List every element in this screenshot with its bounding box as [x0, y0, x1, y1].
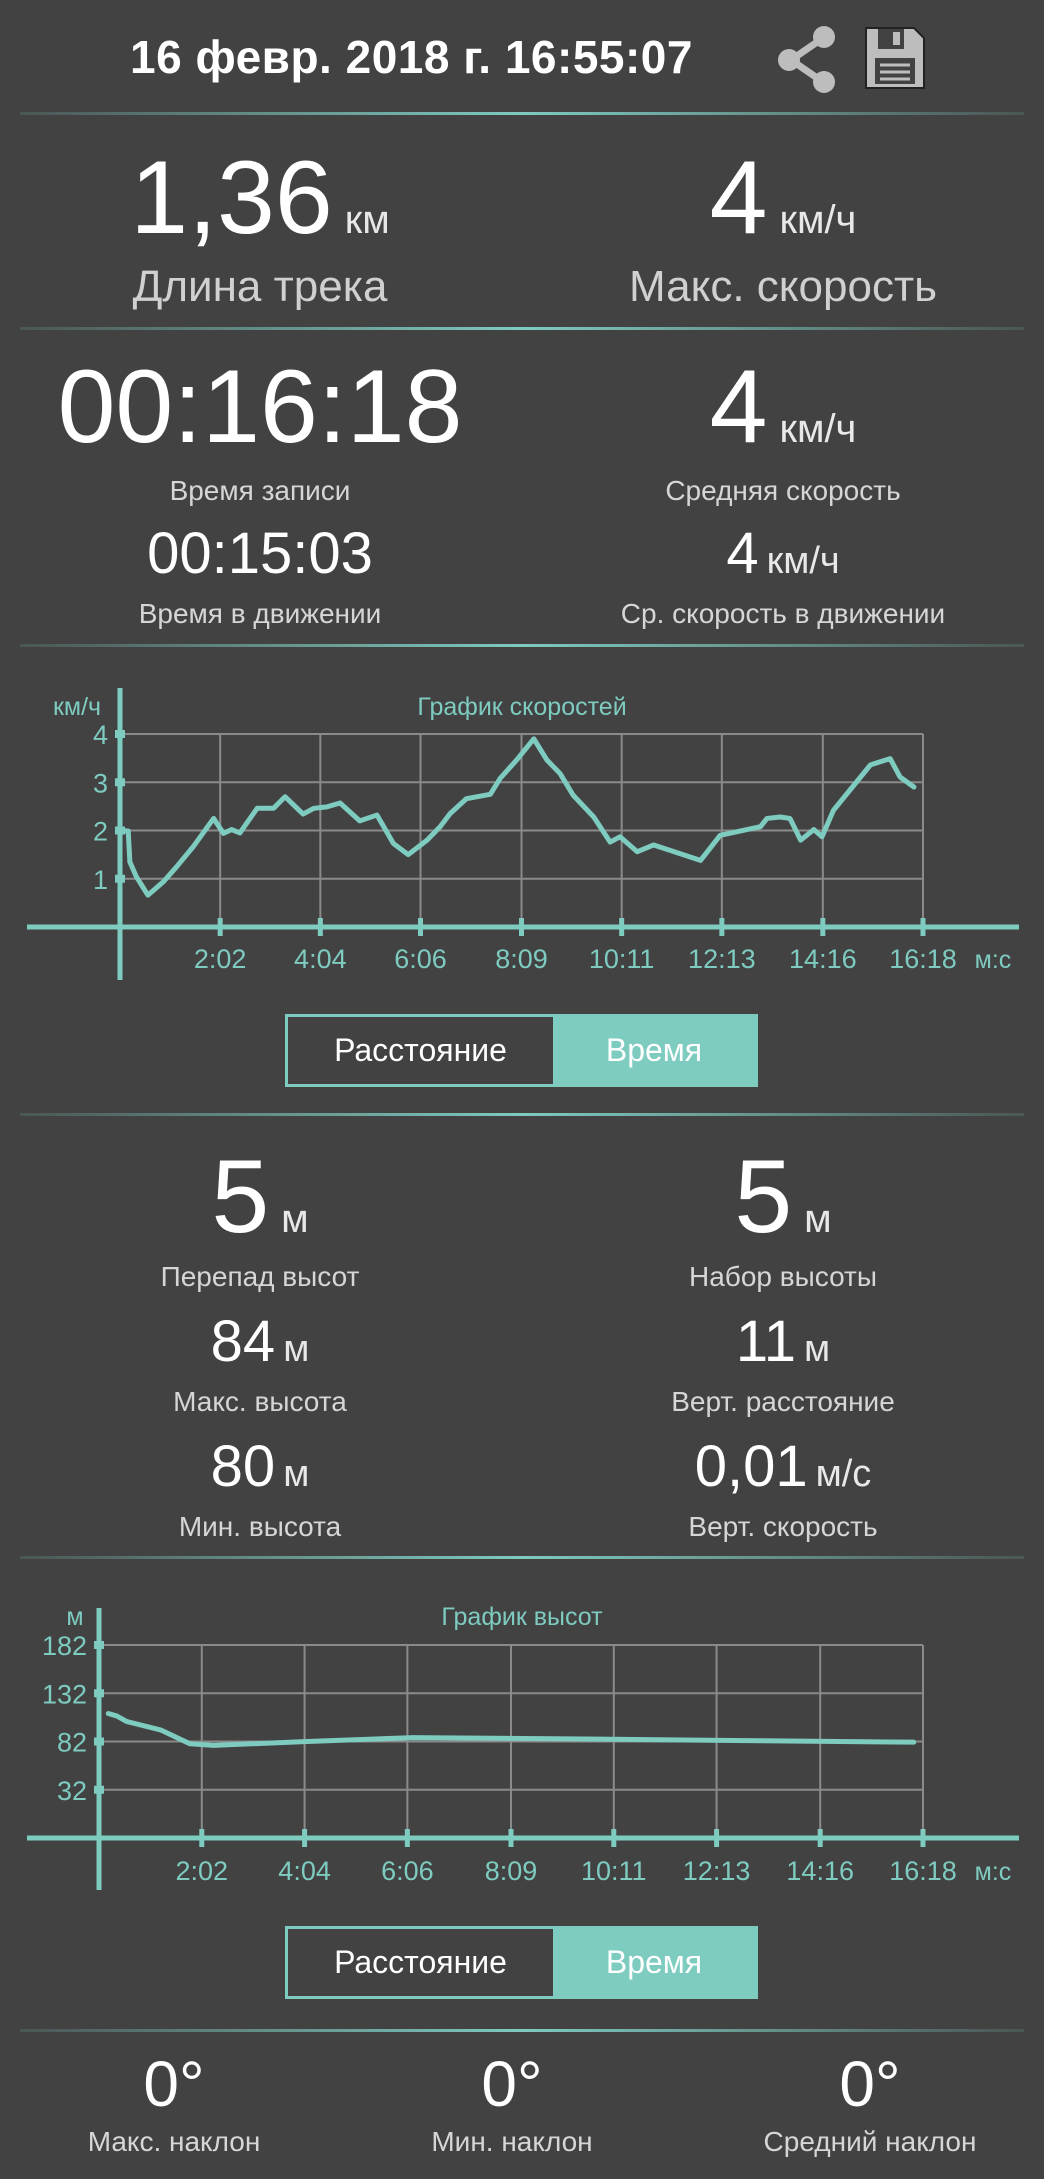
toggle-distance-button[interactable]: Расстояние — [288, 1929, 553, 1996]
data-line — [119, 736, 917, 898]
x-tick-label: 8:09 — [495, 944, 548, 974]
slope-min: 0° — [481, 2048, 543, 2120]
moving-time-label: Время в движении — [138, 598, 382, 629]
x-tick-label: 6:06 — [394, 944, 447, 974]
page-title: 16 февр. 2018 г. 16:55:07 — [130, 31, 693, 83]
divider — [20, 1113, 1024, 1116]
y-tick-label: 1 — [93, 865, 108, 895]
toggle-distance-button[interactable]: Расстояние — [288, 1017, 553, 1084]
altitude-max: 84 м — [210, 1309, 310, 1374]
x-tick-label: 16:18 — [889, 1856, 957, 1886]
altitude-gain-label: Набор высоты — [689, 1261, 877, 1292]
divider — [20, 2029, 1024, 2032]
slope-avg: 0° — [839, 2048, 901, 2120]
y-tick-label: 182 — [42, 1631, 87, 1661]
divider — [20, 112, 1024, 115]
vert-speed: 0,01 м/с — [694, 1434, 872, 1499]
toggle-time-button[interactable]: Время — [605, 1032, 703, 1068]
y-tick-label: 2 — [93, 817, 108, 847]
record-time-label: Время записи — [169, 475, 351, 506]
y-tick-label: 82 — [57, 1728, 87, 1758]
max-speed: 4 км/ч — [709, 140, 857, 256]
floppy-disk-icon — [865, 27, 925, 89]
altitude-max-label: Макс. высота — [173, 1386, 347, 1417]
x-tick-label: 8:09 — [485, 1856, 538, 1886]
x-tick-label: 12:13 — [683, 1856, 751, 1886]
speed-chart-axis-toggle: Расстояние Время — [285, 1014, 758, 1087]
y-tick-label: 32 — [57, 1776, 87, 1806]
record-time: 00:16:18 — [57, 349, 463, 465]
x-tick-label: 10:11 — [589, 944, 655, 974]
x-tick-label: 16:18 — [889, 944, 957, 974]
track-distance-label: Длина трека — [132, 262, 388, 311]
speed-chart: 1 2 3 4 2:02 4:04 6:06 8:09 10:11 12:13 14:16 16:18… — [27, 688, 1019, 980]
y-tick-label: 3 — [93, 768, 108, 798]
share-button[interactable] — [775, 24, 839, 94]
slope-min-label: Мин. наклон — [431, 2126, 593, 2157]
x-tick-label: 12:13 — [688, 944, 756, 974]
x-tick-label: 2:02 — [194, 944, 247, 974]
share-icon — [778, 26, 835, 93]
slope-max: 0° — [143, 2048, 205, 2120]
x-tick-label: 6:06 — [381, 1856, 434, 1886]
x-tick-label: 4:04 — [278, 1856, 331, 1886]
x-tick-label: 14:16 — [789, 944, 857, 974]
divider — [20, 327, 1024, 330]
x-tick-label: 4:04 — [294, 944, 347, 974]
chart-title: График высот — [441, 1603, 603, 1631]
y-tick-label: 132 — [42, 1679, 87, 1709]
slope-max-label: Макс. наклон — [87, 2126, 261, 2157]
y-axis-unit: м — [66, 1603, 83, 1631]
toggle-time-button[interactable]: Время — [605, 1944, 703, 1980]
divider — [20, 644, 1024, 647]
vert-speed-label: Верт. скорость — [688, 1511, 878, 1542]
x-tick-label: 14:16 — [786, 1856, 854, 1886]
x-axis-unit: м:с — [975, 1858, 1012, 1886]
chart-title: График скоростей — [417, 693, 626, 721]
avg-speed-label: Средняя скорость — [665, 475, 901, 506]
x-tick-label: 2:02 — [176, 1856, 229, 1886]
y-axis-unit: км/ч — [53, 693, 101, 721]
avg-moving-speed-label: Ср. скорость в движении — [620, 598, 946, 629]
vert-distance-label: Верт. расстояние — [671, 1386, 895, 1417]
slope-avg-label: Средний наклон — [763, 2126, 977, 2157]
x-axis-unit: м:с — [975, 946, 1012, 974]
vert-distance: 11 м — [735, 1309, 831, 1374]
moving-time: 00:15:03 — [147, 521, 373, 586]
save-button[interactable] — [864, 26, 926, 90]
altitude-min-label: Мин. высота — [178, 1511, 342, 1542]
x-tick-label: 10:11 — [581, 1856, 647, 1886]
max-speed-label: Макс. скорость — [628, 262, 938, 311]
altitude-min: 80 м — [210, 1434, 310, 1499]
y-tick-label: 4 — [93, 720, 108, 750]
track-distance: 1,36 км — [130, 140, 390, 256]
avg-moving-speed: 4 км/ч — [726, 521, 840, 586]
data-line — [105, 1711, 917, 1748]
altitude-chart-axis-toggle: Расстояние Время — [285, 1926, 758, 1999]
altitude-chart: 32 82 132 182 2:02 4:04 6:06 8:09 10:11 12:13 14:1… — [27, 1603, 1019, 1890]
altitude-diff-label: Перепад высот — [160, 1261, 360, 1292]
divider — [20, 1556, 1024, 1559]
avg-speed: 4 км/ч — [709, 349, 857, 465]
